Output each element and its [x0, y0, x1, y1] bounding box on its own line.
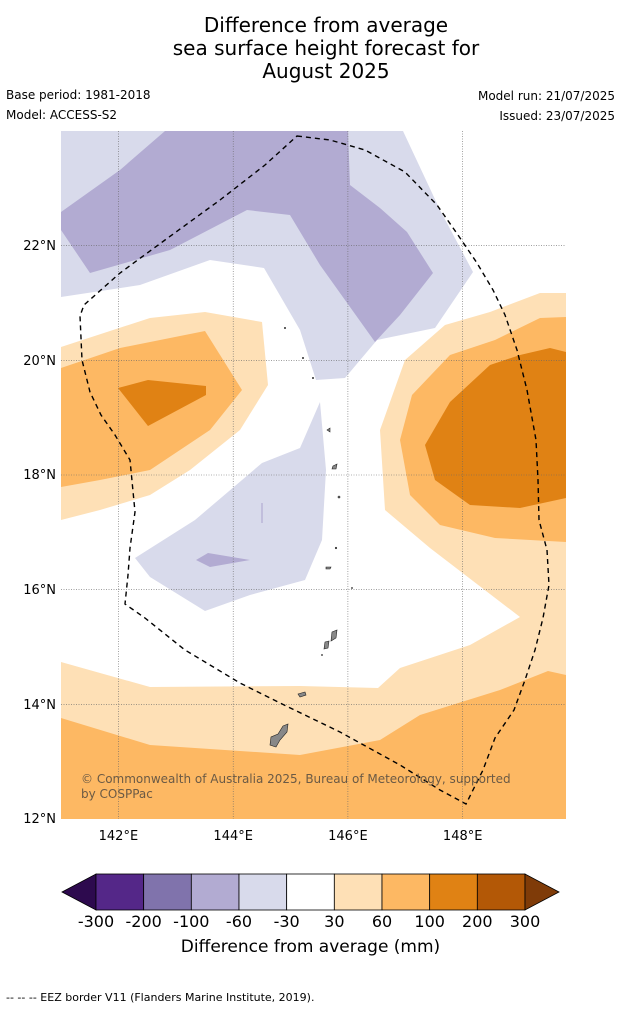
colorbar-segment — [95, 873, 145, 911]
map-title: Difference from average sea surface heig… — [0, 14, 621, 83]
island-dot-2 — [334, 546, 338, 550]
colorbar-segment — [190, 873, 240, 911]
colorbar-tick-label: -60 — [226, 912, 252, 931]
colorbar-tick-label: 60 — [372, 912, 392, 931]
colorbar-segment — [381, 873, 431, 911]
y-tick-label: 12°N — [23, 812, 56, 827]
colorbar-tick-label: 300 — [510, 912, 541, 931]
colorbar-extend-high — [524, 873, 560, 911]
island-dot-5 — [311, 376, 314, 379]
y-tick-label: 20°N — [23, 354, 56, 369]
island-dot-4 — [301, 356, 304, 359]
colorbar-segment — [143, 873, 192, 911]
contour-medium-purple-north — [61, 131, 433, 342]
island-rota — [297, 691, 307, 698]
contour-layers — [61, 131, 566, 819]
title-line-2: sea surface height forecast for — [172, 36, 480, 60]
gridlines — [61, 131, 566, 819]
colorbar-segment — [429, 873, 478, 911]
contour-light-purple-south — [135, 402, 326, 611]
x-axis-ticks: 142°E 144°E 146°E 148°E — [99, 829, 483, 844]
colorbar-segment — [238, 873, 288, 911]
eez-footnote: -- -- -- EEZ border V11 (Flanders Marine… — [6, 991, 315, 1004]
x-tick-label: 142°E — [99, 829, 139, 844]
island-saipan — [330, 629, 338, 642]
colorbar-tick-label: -30 — [274, 912, 300, 931]
island-dot-1 — [337, 495, 341, 499]
colorbar-tick-label: -200 — [126, 912, 162, 931]
colorbar-tick-label: -300 — [78, 912, 114, 931]
island-dot-3 — [283, 326, 286, 329]
island-small-1 — [325, 566, 332, 570]
issued-text: Issued: 23/07/2025 — [499, 109, 615, 123]
y-tick-label: 16°N — [23, 583, 56, 598]
x-tick-label: 144°E — [213, 829, 253, 844]
colorbar-segment — [286, 873, 335, 911]
colorbar-extend-low — [61, 873, 97, 911]
model-run-text: Model run: 21/07/2025 — [477, 89, 615, 103]
contour-dark-orange-west — [118, 380, 206, 426]
y-tick-label: 14°N — [23, 698, 56, 713]
colorbar-tick-label: 30 — [324, 912, 344, 931]
contour-dark-orange-east — [425, 348, 566, 508]
island-dot-6 — [351, 587, 353, 589]
island-guam — [269, 723, 289, 748]
colorbar-label: Difference from average (mm) — [180, 937, 441, 957]
colorbar-ticks: -300 -200 -100 -60 -30 30 60 100 200 300 — [78, 912, 540, 931]
contour-orange-south — [61, 671, 566, 819]
x-tick-label: 148°E — [443, 829, 483, 844]
island-dot-7 — [321, 654, 323, 656]
title-line-3: August 2025 — [262, 59, 390, 83]
y-tick-label: 22°N — [23, 239, 56, 254]
model-text: Model: ACCESS-S2 — [6, 108, 118, 122]
copyright-text: © Commonwealth of Australia 2025, Bureau… — [81, 772, 511, 801]
colorbar — [61, 873, 560, 911]
colorbar-tick-label: -100 — [173, 912, 209, 931]
colorbar-segment — [476, 873, 526, 911]
island-tinian — [323, 640, 330, 650]
base-period-text: Base period: 1981-2018 — [6, 88, 151, 102]
y-tick-label: 18°N — [23, 468, 56, 483]
colorbar-tick-label: 100 — [414, 912, 445, 931]
island-agrihan — [326, 427, 331, 433]
y-axis-ticks: 22°N 20°N 18°N 16°N 14°N 12°N — [23, 239, 56, 827]
land-islands — [269, 326, 353, 748]
colorbar-tick-label: 200 — [462, 912, 493, 931]
contour-medium-purple-small — [196, 553, 250, 567]
x-tick-label: 146°E — [328, 829, 368, 844]
title-line-1: Difference from average — [203, 13, 449, 37]
colorbar-segment — [333, 873, 383, 911]
island-pagan — [331, 463, 338, 470]
